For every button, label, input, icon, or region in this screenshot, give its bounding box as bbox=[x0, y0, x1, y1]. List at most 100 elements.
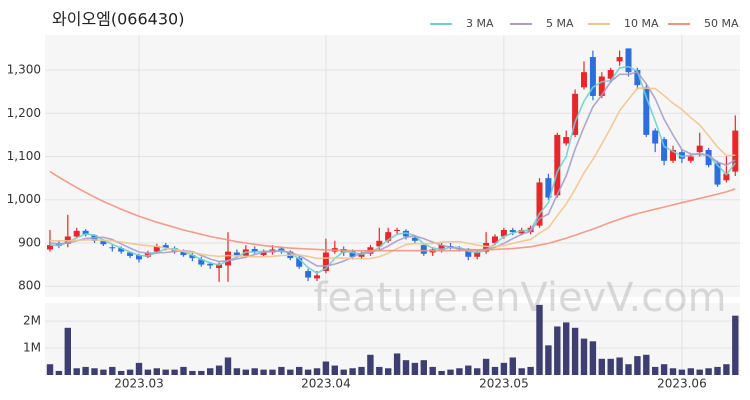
volume-bar bbox=[545, 345, 552, 375]
volume-bar bbox=[402, 360, 410, 375]
ma-line bbox=[49, 71, 736, 267]
volume-bar bbox=[634, 356, 641, 375]
volume-bar bbox=[482, 358, 490, 375]
legend-label: 50 MA bbox=[704, 17, 739, 30]
volume-bar bbox=[652, 366, 659, 375]
volume-bar bbox=[420, 360, 427, 375]
candle-body bbox=[420, 245, 427, 254]
volume-bar bbox=[162, 369, 169, 375]
candle-body bbox=[100, 240, 107, 245]
candle-body bbox=[153, 245, 160, 252]
volume-bar bbox=[732, 315, 739, 375]
volume-bar bbox=[82, 366, 89, 375]
volume-bar bbox=[198, 370, 205, 375]
volume-bar bbox=[518, 368, 525, 375]
volume-bar bbox=[491, 366, 499, 375]
volume-bar bbox=[153, 368, 160, 375]
volume-bar bbox=[509, 357, 516, 375]
volume-bar bbox=[643, 354, 650, 375]
volume-bar bbox=[625, 364, 632, 375]
volume-bar bbox=[385, 368, 392, 375]
volume-bar bbox=[207, 368, 214, 375]
volume-bar bbox=[296, 366, 303, 375]
volume-bar bbox=[669, 368, 677, 375]
candle-body bbox=[144, 252, 151, 257]
candle-body bbox=[180, 251, 187, 256]
volume-bar bbox=[411, 362, 419, 375]
volume-bar bbox=[189, 370, 196, 375]
candle-body bbox=[189, 255, 196, 259]
volume-bar bbox=[723, 364, 730, 375]
volume-bar bbox=[73, 368, 80, 375]
candle-body bbox=[696, 145, 703, 153]
x-tick-label: 2023.03 bbox=[114, 377, 164, 391]
candle-body bbox=[47, 245, 53, 250]
y-tick-label: 1M bbox=[23, 341, 41, 355]
volume-bar bbox=[358, 366, 365, 375]
candle-body bbox=[305, 271, 312, 278]
volume-bar bbox=[64, 327, 71, 375]
candle-body bbox=[109, 247, 116, 249]
y-tick-label: 900 bbox=[18, 235, 41, 249]
candle-body bbox=[634, 70, 641, 86]
candle-body bbox=[358, 253, 365, 257]
candle-body bbox=[732, 130, 739, 172]
candle-body bbox=[563, 137, 570, 144]
y-tick-label: 1,200 bbox=[7, 106, 41, 120]
y-tick-label: 2M bbox=[23, 314, 41, 328]
volume-bar bbox=[304, 369, 312, 375]
volume-bar bbox=[589, 341, 597, 375]
candle-body bbox=[678, 152, 685, 159]
volume-bar bbox=[429, 366, 436, 375]
volume-bar bbox=[660, 364, 668, 375]
volume-bar bbox=[393, 353, 401, 375]
chart-title: 와이오엠(066430) bbox=[52, 10, 184, 29]
candle-body bbox=[572, 93, 579, 135]
volume-bar bbox=[242, 369, 249, 375]
volume-bar bbox=[287, 369, 294, 375]
volume-bar bbox=[474, 368, 481, 375]
candle-body bbox=[598, 76, 605, 96]
volume-bar bbox=[269, 369, 276, 375]
volume-bar bbox=[251, 368, 258, 375]
candle-body bbox=[670, 150, 676, 161]
candle-body bbox=[536, 182, 543, 226]
volume-bar bbox=[118, 370, 125, 375]
candle-body bbox=[714, 162, 721, 185]
volume-bar bbox=[696, 369, 703, 375]
candle-body bbox=[723, 173, 730, 181]
volume-bar bbox=[563, 322, 570, 375]
candle-body bbox=[411, 237, 418, 241]
volume-bar bbox=[500, 362, 508, 375]
volume-bar bbox=[465, 365, 472, 375]
ma-line bbox=[49, 170, 736, 252]
candle-body bbox=[251, 249, 258, 252]
candle-body bbox=[589, 57, 596, 96]
volume-bar bbox=[705, 368, 712, 375]
candle-body bbox=[162, 245, 169, 249]
candle-body bbox=[554, 134, 561, 196]
candle-body bbox=[625, 48, 632, 73]
volume-bar bbox=[313, 368, 321, 375]
watermark: feature.enVievV.com bbox=[313, 275, 726, 321]
candle-body bbox=[216, 264, 223, 269]
volume-bar bbox=[109, 366, 116, 375]
candle-body bbox=[136, 255, 142, 260]
volume-bar bbox=[260, 369, 267, 375]
legend-label: 3 MA bbox=[466, 17, 494, 30]
candle-body bbox=[705, 150, 712, 166]
volume-bar bbox=[224, 357, 232, 375]
legend-label: 10 MA bbox=[624, 17, 659, 30]
candle-body bbox=[127, 252, 134, 256]
volume-bar bbox=[580, 338, 588, 375]
ma-line bbox=[49, 65, 736, 275]
candle-body bbox=[474, 251, 481, 257]
volume-bar bbox=[233, 368, 241, 375]
candle-body bbox=[296, 258, 303, 267]
candle-body bbox=[687, 156, 694, 161]
volume-bar bbox=[367, 354, 374, 375]
volume-bar bbox=[144, 369, 152, 375]
candle-body bbox=[545, 178, 552, 198]
volume-bar bbox=[571, 327, 579, 375]
candle-body bbox=[198, 259, 205, 265]
